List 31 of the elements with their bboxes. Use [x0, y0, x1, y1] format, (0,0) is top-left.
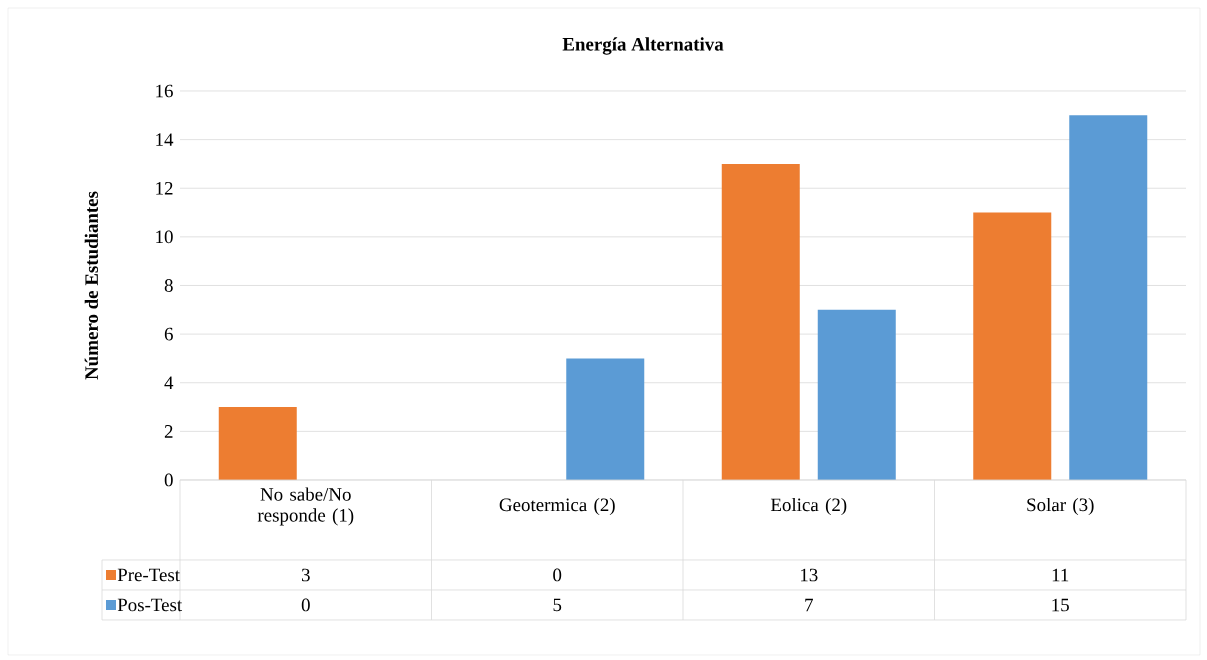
x-tick-label: Solar (3)	[1027, 497, 1094, 516]
data-label: 15	[1052, 598, 1069, 612]
data-label: 0	[553, 568, 562, 582]
y-tick-label: 14	[156, 133, 174, 146]
legend-label: Pre-Test	[117, 568, 180, 582]
data-label: 0	[301, 598, 310, 612]
bar	[721, 163, 800, 480]
y-tick-label: 2	[164, 425, 173, 438]
bar	[566, 358, 645, 480]
y-tick-label: 0	[164, 473, 173, 487]
x-tick-label: No sabe/No responde (1)	[257, 487, 354, 526]
data-label: 13	[801, 568, 818, 582]
data-label: 5	[553, 598, 562, 612]
y-tick-label: 8	[164, 279, 173, 292]
y-tick-label: 6	[164, 327, 173, 341]
chart-title: Energía Alternativa	[562, 37, 724, 55]
data-label: 3	[301, 568, 310, 582]
y-tick-label: 16	[156, 84, 173, 98]
bar	[973, 212, 1052, 480]
bar	[817, 309, 896, 480]
y-tick-label: 10	[156, 230, 173, 244]
x-tick-label: Eolica (2)	[770, 497, 847, 516]
y-tick-label: 4	[164, 376, 174, 389]
y-axis-title: Número de Estudiantes	[84, 191, 99, 380]
bar	[218, 407, 297, 480]
data-label: 11	[1052, 568, 1069, 582]
x-tick-label: Geotermica (2)	[499, 497, 615, 516]
bar	[1069, 115, 1148, 480]
y-tick-label: 12	[156, 181, 173, 195]
legend-label: Pos-Test	[117, 598, 183, 612]
data-label: 7	[805, 598, 813, 612]
